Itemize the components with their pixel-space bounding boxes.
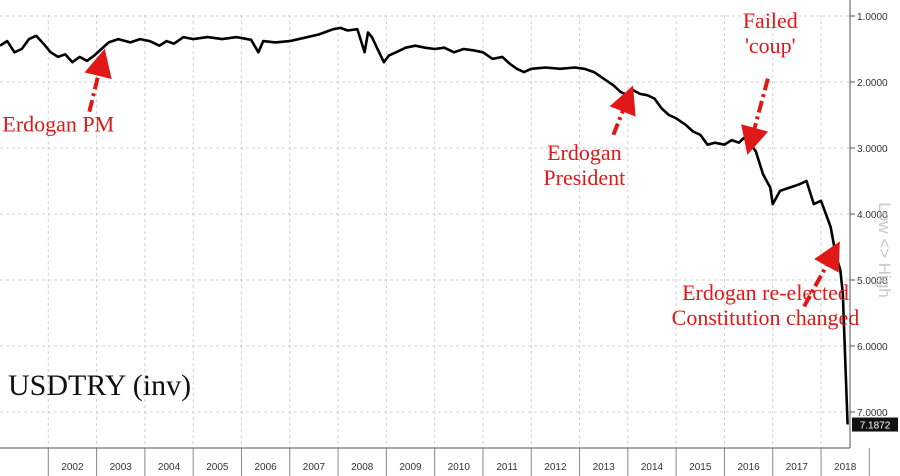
x-tick-label: 2008 — [351, 462, 374, 473]
x-tick-label: 2017 — [786, 462, 809, 473]
x-tick-label: 2007 — [303, 462, 326, 473]
annotation-text: Constitution changed — [672, 305, 860, 330]
x-tick-label: 2006 — [255, 462, 278, 473]
grid-lines — [0, 15, 850, 448]
annotation-arrow — [84, 48, 112, 113]
annotation-text: President — [543, 165, 625, 190]
x-tick-label: 2009 — [399, 462, 422, 473]
x-tick-label: 2014 — [641, 462, 664, 473]
annotation-text: 'coup' — [745, 33, 796, 58]
y-tick-label: 1.0000 — [857, 12, 888, 23]
x-tick-label: 2004 — [158, 462, 181, 473]
x-tick-label: 2003 — [110, 462, 133, 473]
last-value-label: 7.1872 — [860, 421, 891, 432]
x-tick-label: 2010 — [448, 462, 471, 473]
x-tick-label: 2012 — [544, 462, 567, 473]
y-tick-label: 7.0000 — [857, 408, 888, 419]
x-tick-label: 2011 — [496, 462, 518, 473]
annotation-arrow — [802, 241, 840, 308]
annotation-arrow — [609, 85, 636, 136]
x-tick-label: 2016 — [737, 462, 760, 473]
y-tick-label: 2.0000 — [857, 78, 888, 89]
annotation-arrow — [741, 78, 770, 155]
x-tick-label: 2018 — [834, 462, 857, 473]
chart-title: USDTRY (inv) — [8, 369, 191, 402]
y-tick-label: 5.0000 — [857, 276, 888, 287]
x-tick-label: 2013 — [593, 462, 616, 473]
y-axis-side-label: Low <> High — [875, 202, 894, 297]
annotation-text: Erdogan — [547, 140, 622, 165]
last-value-box — [852, 417, 898, 432]
annotation-text: Failed — [743, 8, 798, 33]
x-tick-label: 2005 — [206, 462, 229, 473]
x-tick-label: 2015 — [689, 462, 712, 473]
y-tick-label: 4.0000 — [857, 210, 888, 221]
x-tick-label: 2002 — [61, 462, 84, 473]
y-tick-label: 3.0000 — [857, 144, 888, 155]
annotation-text: Erdogan PM — [2, 112, 114, 137]
y-tick-label: 6.0000 — [857, 342, 888, 353]
annotation-text: Erdogan re-elected — [682, 280, 849, 305]
